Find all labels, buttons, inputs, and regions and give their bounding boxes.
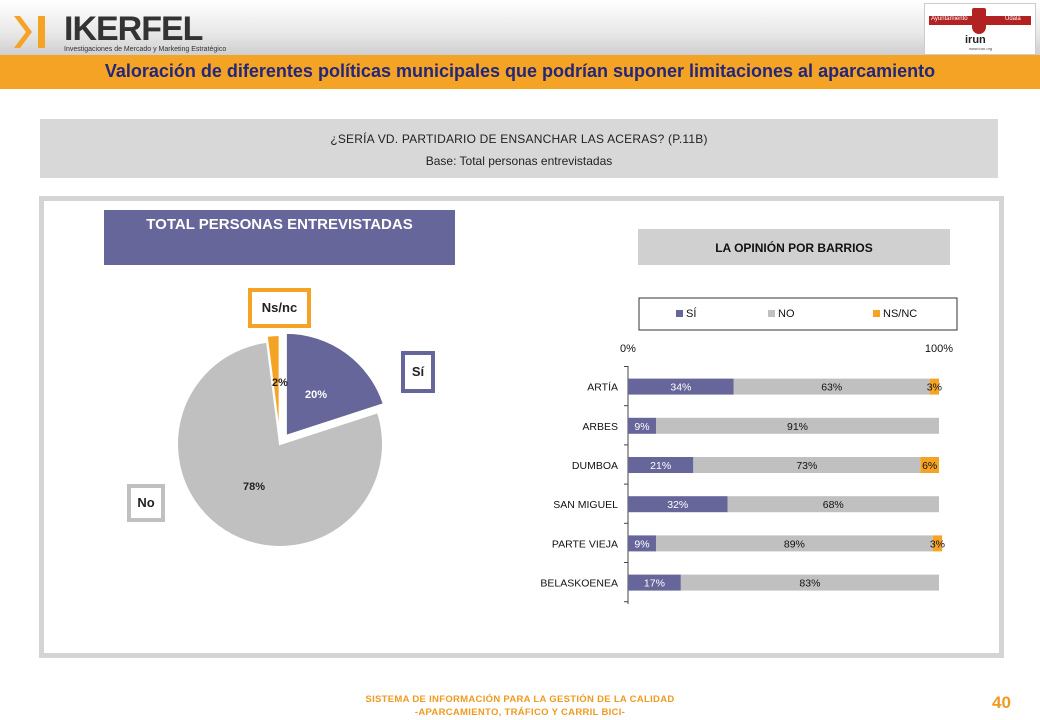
axis-tick-label: 0% xyxy=(620,343,636,355)
axis-tick-label: 100% xyxy=(925,343,953,355)
callout-nsnc: Ns/nc xyxy=(248,288,311,328)
bar-value-label: 68% xyxy=(823,499,844,511)
page-number: 40 xyxy=(992,693,1011,712)
callout-si: Sí xyxy=(401,351,435,393)
legend-box xyxy=(638,297,958,331)
pie-slice-1 xyxy=(176,340,384,548)
bar-value-label: 21% xyxy=(650,460,671,472)
bar-segment xyxy=(628,496,728,513)
bar-segment xyxy=(655,417,939,434)
pie-header: TOTAL PERSONAS ENTREVISTADAS xyxy=(104,210,455,265)
legend-swatch xyxy=(873,310,880,317)
bar-segment xyxy=(628,457,694,473)
bar-segment xyxy=(680,574,939,591)
question-base: Base: Total personas entrevistadas xyxy=(425,154,613,168)
council-name: irun xyxy=(965,34,986,46)
bar-segment xyxy=(733,378,930,395)
legend-swatch xyxy=(676,310,683,317)
pie-value-label: 2% xyxy=(272,377,288,389)
bar-segment xyxy=(932,535,943,552)
legend-label: SÍ xyxy=(686,307,697,320)
bar-segment xyxy=(628,535,656,552)
pie-slice-0 xyxy=(284,331,386,438)
crest-icon xyxy=(972,8,986,34)
bar-value-label: 91% xyxy=(787,421,808,433)
bar-value-label: 63% xyxy=(821,382,842,394)
callout-no: No xyxy=(127,484,165,522)
bar-value-label: 83% xyxy=(799,578,820,590)
bar-segment xyxy=(628,417,656,434)
category-label: ARTÍA xyxy=(587,381,618,394)
pie-slice-2 xyxy=(265,334,281,439)
header-bar: IKERFEL Investigaciones de Mercado y Mar… xyxy=(0,0,1040,55)
legend-label: NS/NC xyxy=(883,308,917,320)
bars-header: LA OPINIÓN POR BARRIOS xyxy=(638,229,950,265)
bar-segment xyxy=(628,378,734,395)
bar-value-label: 73% xyxy=(796,460,817,472)
bar-value-label: 34% xyxy=(670,382,691,394)
legend-label: NO xyxy=(778,308,795,320)
category-label: ARBES xyxy=(582,421,618,433)
bar-value-label: 89% xyxy=(784,538,805,550)
bar-segment xyxy=(920,457,939,473)
council-right-text: Udala xyxy=(1005,16,1021,22)
category-label: PARTE VIEJA xyxy=(552,538,618,550)
bar-value-label: 9% xyxy=(634,421,649,433)
legend-swatch xyxy=(768,310,775,317)
council-url: www.irun.org xyxy=(969,46,993,51)
bar-value-label: 3% xyxy=(930,538,945,550)
bar-segment xyxy=(655,535,933,552)
bar-value-label: 3% xyxy=(927,382,942,394)
category-label: DUMBOA xyxy=(572,460,618,472)
footer-line2: -APARCAMIENTO, TRÁFICO Y CARRIL BICI- xyxy=(414,707,626,718)
category-label: SAN MIGUEL xyxy=(553,499,618,511)
council-left-text: Ayuntamiento xyxy=(931,16,968,22)
question-text: ¿SERÍA VD. PARTIDARIO DE ENSANCHAR LAS A… xyxy=(330,132,708,146)
question-box: ¿SERÍA VD. PARTIDARIO DE ENSANCHAR LAS A… xyxy=(40,119,998,178)
bar-segment xyxy=(727,496,939,513)
bar-segment xyxy=(929,378,939,395)
footer-line1: SISTEMA DE INFORMACIÓN PARA LA GESTIÓN D… xyxy=(365,694,675,705)
bar-value-label: 9% xyxy=(634,538,649,550)
title-bar xyxy=(0,55,1040,89)
ikerfel-logo-icon xyxy=(14,16,45,48)
bar-value-label: 17% xyxy=(644,578,665,590)
bar-segment xyxy=(693,457,921,473)
logo-name: IKERFEL xyxy=(64,10,203,48)
logo-tagline: Investigaciones de Mercado y Marketing E… xyxy=(64,46,227,53)
category-label: BELASKOENEA xyxy=(540,578,618,590)
pie-value-label: 20% xyxy=(305,389,327,401)
pie-value-label: 78% xyxy=(243,481,265,493)
bar-value-label: 6% xyxy=(922,460,937,472)
page-title: Valoración de diferentes políticas munic… xyxy=(104,61,936,81)
council-logo: Ayuntamiento Udala irun www.irun.org xyxy=(924,3,1036,55)
bar-segment xyxy=(628,574,681,591)
bar-value-label: 32% xyxy=(667,499,688,511)
